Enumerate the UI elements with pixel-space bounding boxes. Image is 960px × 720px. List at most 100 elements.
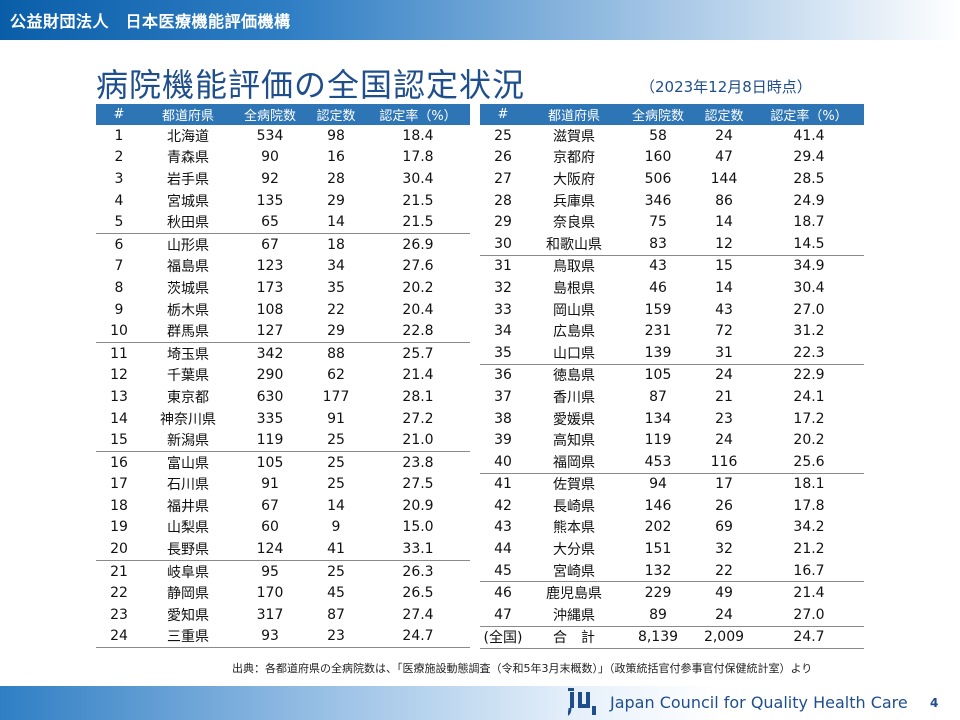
row-hospitals: 65 bbox=[261, 214, 279, 231]
row-rate: 24.9 bbox=[793, 192, 825, 209]
table-row: 21 岐阜県 95 25 26.3 bbox=[96, 559, 470, 583]
row-rate: 31.2 bbox=[793, 323, 825, 340]
table-row: 1 北海道 534 98 18.4 bbox=[96, 125, 470, 147]
row-hospitals: 139 bbox=[644, 344, 672, 361]
row-hospitals: 173 bbox=[256, 279, 284, 296]
source-note: 出典：各都道府県の全病院数は、「医療施設動態調査（令和5年3月末概数）」（政策統… bbox=[232, 662, 813, 675]
row-prefecture: 広島県 bbox=[553, 324, 595, 341]
col-header-number: # bbox=[480, 104, 526, 125]
row-certified: 14 bbox=[715, 214, 733, 231]
row-number: 31 bbox=[480, 254, 526, 278]
row-hospitals: 170 bbox=[256, 585, 284, 602]
table-row: 35 山口県 139 31 22.3 bbox=[480, 342, 864, 364]
org-name: 公益財団法人 日本医療機能評価機構 bbox=[10, 12, 291, 31]
row-hospitals: 119 bbox=[256, 432, 284, 449]
row-prefecture: 岩手県 bbox=[167, 171, 209, 188]
row-prefecture: 岐阜県 bbox=[142, 559, 234, 583]
row-hospitals: 58 bbox=[649, 127, 667, 144]
col-header-rate: 認定率（%） bbox=[366, 104, 470, 125]
row-prefecture: 千葉県 bbox=[167, 368, 209, 385]
row-hospitals: 335 bbox=[256, 410, 284, 427]
row-certified: 41 bbox=[327, 541, 345, 558]
table-row: 6 山形県 67 18 26.9 bbox=[96, 232, 470, 256]
row-prefecture: 栃木県 bbox=[167, 302, 209, 319]
table-row: 34 広島県 231 72 31.2 bbox=[480, 320, 864, 342]
row-number: 30 bbox=[494, 235, 512, 252]
table-row: 23 愛知県 317 87 27.4 bbox=[96, 604, 470, 626]
row-hospitals: 89 bbox=[649, 606, 667, 623]
row-rate: 24.1 bbox=[793, 388, 825, 405]
row-rate: 24.7 bbox=[366, 625, 470, 649]
row-prefecture: 岡山県 bbox=[553, 302, 595, 319]
row-rate: 21.2 bbox=[793, 541, 825, 558]
row-prefecture: 愛知県 bbox=[167, 607, 209, 624]
row-prefecture: 滋賀県 bbox=[553, 128, 595, 145]
row-hospitals: 95 bbox=[234, 559, 306, 583]
row-certified: 45 bbox=[327, 585, 345, 602]
col-header-hospitals: 全病院数 bbox=[234, 104, 306, 125]
table-row: 15 新潟県 119 25 21.0 bbox=[96, 429, 470, 451]
row-rate: 21.5 bbox=[402, 192, 434, 209]
row-rate: 20.4 bbox=[402, 301, 434, 318]
table-row: 28 兵庫県 346 86 24.9 bbox=[480, 190, 864, 212]
jq-logo-icon bbox=[568, 688, 596, 716]
row-certified: 24 bbox=[715, 127, 733, 144]
row-certified: 23 bbox=[306, 625, 366, 649]
row-number: 38 bbox=[494, 410, 512, 427]
row-hospitals: 134 bbox=[644, 410, 672, 427]
row-number: 42 bbox=[494, 497, 512, 514]
row-prefecture: 愛媛県 bbox=[553, 411, 595, 428]
table-row: 8 茨城県 173 35 20.2 bbox=[96, 277, 470, 299]
row-number: 23 bbox=[110, 606, 128, 623]
col-header-certified: 認定数 bbox=[694, 104, 754, 125]
table-row: (全国) 合 計 8,139 2,009 24.7 bbox=[480, 625, 864, 650]
table-row: 41 佐賀県 94 17 18.1 bbox=[480, 472, 864, 496]
row-number: 29 bbox=[494, 214, 512, 231]
row-prefecture: 宮城県 bbox=[167, 193, 209, 210]
row-rate: 17.8 bbox=[402, 149, 434, 166]
row-certified: 24 bbox=[715, 432, 733, 449]
row-rate: 29.4 bbox=[793, 149, 825, 166]
table-row: 27 大阪府 506 144 28.5 bbox=[480, 168, 864, 190]
row-prefecture: 神奈川県 bbox=[160, 411, 216, 428]
row-prefecture: 三重県 bbox=[142, 625, 234, 649]
table-row: 31 鳥取県 43 15 34.9 bbox=[480, 254, 864, 278]
row-prefecture: 和歌山県 bbox=[546, 236, 602, 253]
row-certified: 22 bbox=[327, 301, 345, 318]
row-number: 3 bbox=[114, 170, 124, 187]
row-prefecture: 茨城県 bbox=[167, 280, 209, 297]
row-rate: 28.5 bbox=[793, 170, 825, 187]
row-hospitals: 93 bbox=[234, 625, 306, 649]
row-prefecture: 沖縄県 bbox=[553, 607, 595, 624]
row-number: 41 bbox=[480, 472, 526, 496]
row-hospitals: 94 bbox=[622, 472, 694, 496]
row-rate: 20.2 bbox=[402, 279, 434, 296]
footer-band bbox=[0, 686, 960, 720]
row-hospitals: 60 bbox=[261, 519, 279, 536]
row-certified: 86 bbox=[715, 192, 733, 209]
row-certified: 12 bbox=[715, 235, 733, 252]
row-prefecture: 山形県 bbox=[142, 232, 234, 256]
row-certified: 62 bbox=[327, 367, 345, 384]
row-number: 1 bbox=[114, 127, 124, 144]
table-row: 37 香川県 87 21 24.1 bbox=[480, 386, 864, 408]
table-row: 38 愛媛県 134 23 17.2 bbox=[480, 408, 864, 430]
row-hospitals: 92 bbox=[261, 170, 279, 187]
row-prefecture: 鹿児島県 bbox=[526, 581, 622, 605]
row-hospitals: 91 bbox=[261, 476, 279, 493]
row-rate: 26.5 bbox=[402, 585, 434, 602]
row-number: 2 bbox=[114, 149, 124, 166]
row-rate: 21.4 bbox=[402, 367, 434, 384]
row-number: 34 bbox=[494, 323, 512, 340]
row-number: (全国) bbox=[480, 625, 526, 650]
row-hospitals: 132 bbox=[644, 562, 672, 579]
row-prefecture: 合 計 bbox=[526, 625, 622, 650]
row-certified: 23 bbox=[715, 410, 733, 427]
table-row: 32 島根県 46 14 30.4 bbox=[480, 277, 864, 299]
row-prefecture: 青森県 bbox=[167, 150, 209, 167]
table-row: 24 三重県 93 23 24.7 bbox=[96, 625, 470, 649]
row-hospitals: 159 bbox=[644, 301, 672, 318]
row-number: 8 bbox=[114, 279, 124, 296]
row-certified: 14 bbox=[327, 497, 345, 514]
row-number: 7 bbox=[114, 258, 124, 275]
